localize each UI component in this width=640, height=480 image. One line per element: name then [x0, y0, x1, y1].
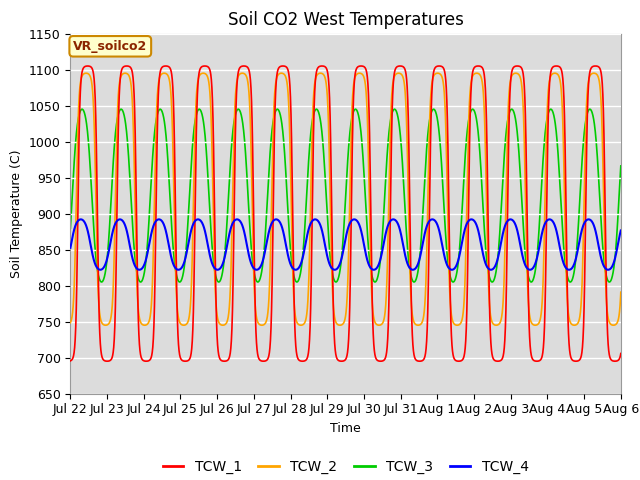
X-axis label: Time: Time — [330, 422, 361, 435]
Legend: TCW_1, TCW_2, TCW_3, TCW_4: TCW_1, TCW_2, TCW_3, TCW_4 — [157, 455, 534, 480]
Title: Soil CO2 West Temperatures: Soil CO2 West Temperatures — [228, 11, 463, 29]
Y-axis label: Soil Temperature (C): Soil Temperature (C) — [10, 149, 23, 278]
Text: VR_soilco2: VR_soilco2 — [73, 40, 147, 53]
